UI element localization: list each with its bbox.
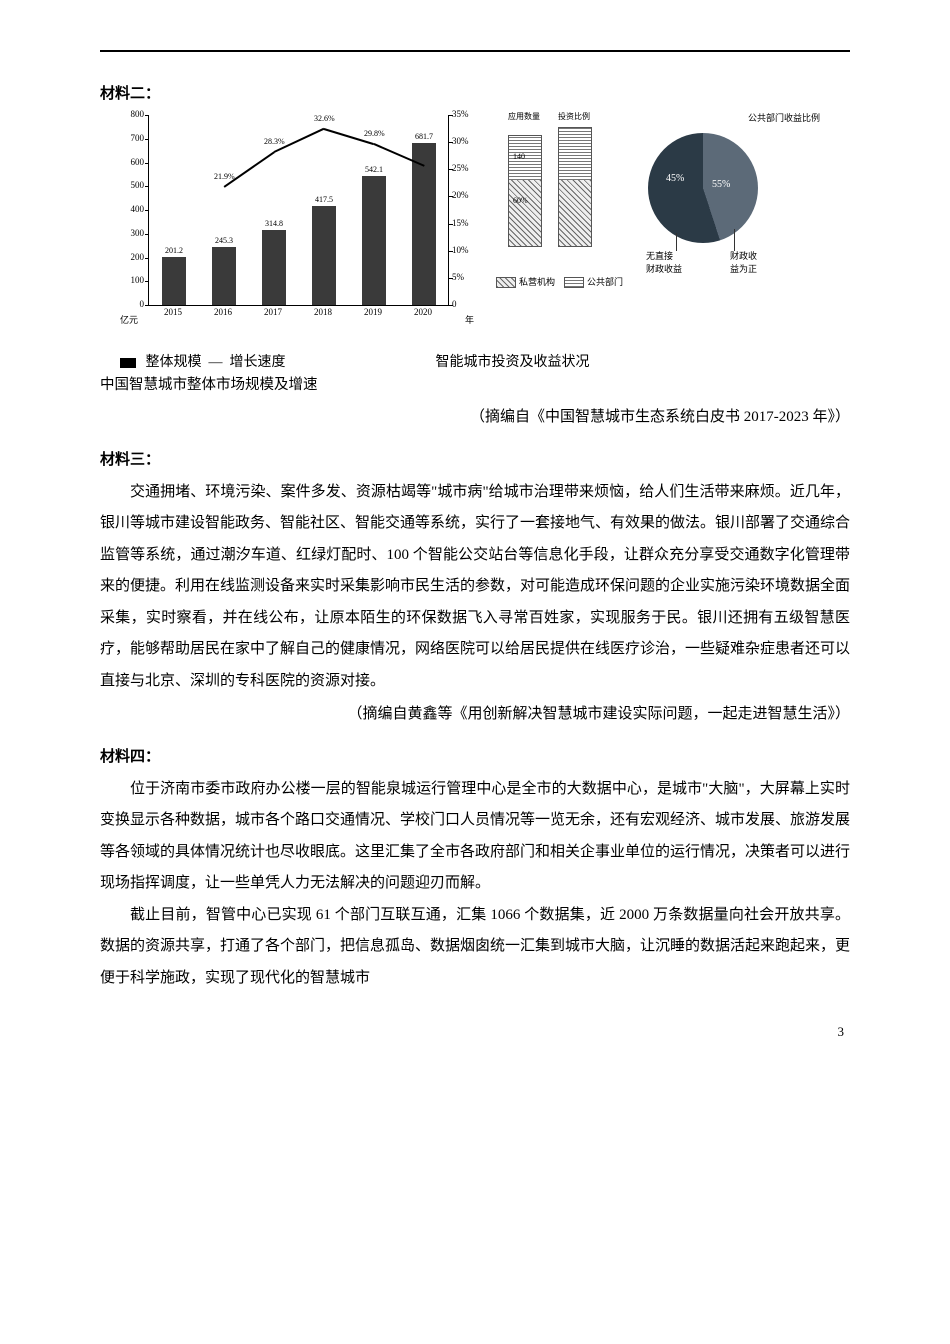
legend-swatch-scale <box>120 358 136 368</box>
page-number: 3 <box>100 1024 850 1040</box>
bar-line-chart: 0100200300400500600700800 201.2245.3314.… <box>120 111 470 341</box>
source-chart: （摘编自《中国智慧城市生态系统白皮书 2017-2023 年》） <box>100 402 850 434</box>
mat3-paragraph: 交通拥堵、环境污染、案件多发、资源枯竭等"城市病"给城市治理带来烦恼，给人们生活… <box>100 477 850 698</box>
mat4-p1: 位于济南市委市政府办公楼一层的智能泉城运行管理中心是全市的大数据中心，是城市"大… <box>100 774 850 900</box>
source-mat3: （摘编自黄鑫等《用创新解决智慧城市建设实际问题，一起走进智慧生活》） <box>100 699 850 731</box>
legend-growth-text: 增长速度 <box>230 355 286 370</box>
pie-slice-a-label: 45% <box>666 173 684 184</box>
y-left-unit: 亿元 <box>120 313 138 326</box>
heading-material-4: 材料四： <box>100 745 850 766</box>
mini-stacked-chart: 应用数量 投资比例 140 60% <box>490 115 620 265</box>
right-charts: 应用数量 投资比例 140 60% 公共部门收益比例 <box>490 111 830 341</box>
legend-private: 私营机构 <box>519 277 555 287</box>
pie-callout-right: 财政收 益为正 <box>730 249 757 275</box>
heading-material-2: 材料二： <box>100 82 850 103</box>
pie-callout-left: 无直接 财政收益 <box>646 249 682 275</box>
mini-legend: 私营机构 公共部门 <box>496 275 830 288</box>
pie-chart-title: 智能城市投资及收益状况 <box>436 351 590 371</box>
chart-caption-row: 整体规模 — 增长速度 智能城市投资及收益状况 <box>120 351 850 371</box>
pie-chart: 公共部门收益比例 45% 55% 无直接 财政收益 财政收 益为正 <box>630 111 810 271</box>
legend-scale-text: 整体规模 <box>146 355 202 370</box>
pie-slice-b-label: 55% <box>712 179 730 190</box>
legend-public: 公共部门 <box>587 277 623 287</box>
chart-row: 0100200300400500600700800 201.2245.3314.… <box>120 111 850 341</box>
x-unit: 年 <box>465 313 474 326</box>
mini-col1-label: 应用数量 <box>508 111 540 122</box>
horizontal-rule <box>100 50 850 52</box>
mat4-p2: 截止目前，智管中心已实现 61 个部门互联互通，汇集 1066 个数据集，近 2… <box>100 900 850 995</box>
pie-top-label: 公共部门收益比例 <box>748 111 820 124</box>
mini-col2-label: 投资比例 <box>558 111 590 122</box>
heading-material-3: 材料三： <box>100 448 850 469</box>
bar-chart-title: 中国智慧城市整体市场规模及增速 <box>100 373 850 394</box>
